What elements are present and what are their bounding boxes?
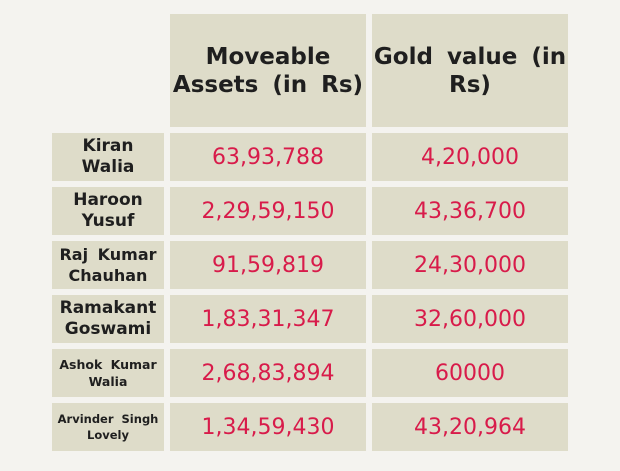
row-name-cell: Ashok Kumar Walia — [52, 349, 164, 397]
row-name-cell: Ramakant Goswami — [52, 295, 164, 343]
row-name-cell: Kiran Walia — [52, 133, 164, 181]
row-gold-cell: 4,20,000 — [372, 133, 568, 181]
row-gold-cell: 32,60,000 — [372, 295, 568, 343]
header-moveable-assets: Moveable Assets (in Rs) — [170, 14, 366, 127]
row-name-cell: Haroon Yusuf — [52, 187, 164, 235]
row-assets-cell: 1,83,31,347 — [170, 295, 366, 343]
row-gold-cell: 43,20,964 — [372, 403, 568, 451]
row-gold-cell: 43,36,700 — [372, 187, 568, 235]
row-assets-cell: 63,93,788 — [170, 133, 366, 181]
row-assets-cell: 2,68,83,894 — [170, 349, 366, 397]
row-name-cell: Arvinder Singh Lovely — [52, 403, 164, 451]
row-assets-cell: 2,29,59,150 — [170, 187, 366, 235]
header-gold-value: Gold value (in Rs) — [372, 14, 568, 127]
row-assets-cell: 1,34,59,430 — [170, 403, 366, 451]
row-gold-cell: 24,30,000 — [372, 241, 568, 289]
row-assets-cell: 91,59,819 — [170, 241, 366, 289]
row-name-cell: Raj Kumar Chauhan — [52, 241, 164, 289]
row-gold-cell: 60000 — [372, 349, 568, 397]
